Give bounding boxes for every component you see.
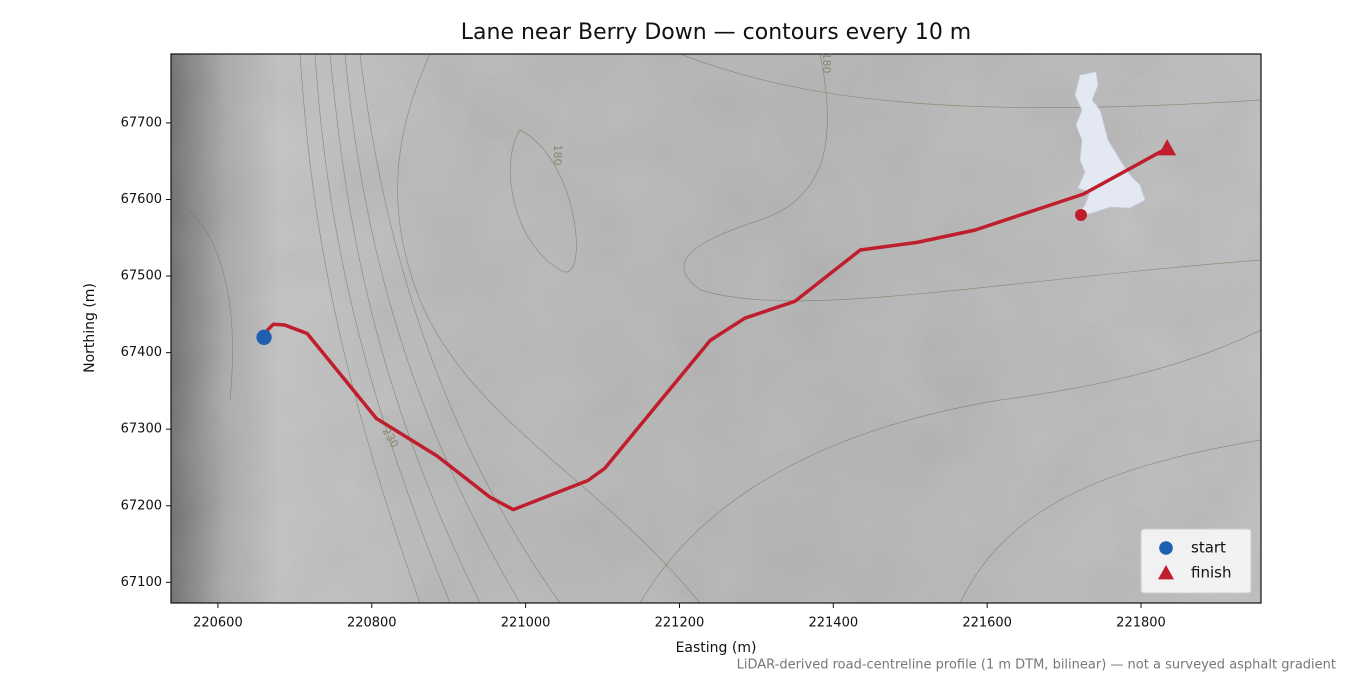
chart-title: Lane near Berry Down — contours every 10…: [461, 20, 971, 45]
y-tick-label: 67100: [121, 575, 162, 590]
y-tick-label: 67700: [121, 115, 162, 130]
legend-symbol: [1159, 541, 1173, 555]
y-tick-label: 67500: [121, 269, 162, 284]
legend-symbol: [1158, 565, 1174, 580]
plot-frame: [170, 53, 1262, 604]
legend-label: finish: [1191, 564, 1231, 582]
x-tick-label: 221600: [962, 616, 1012, 631]
x-tick-label: 220600: [193, 616, 243, 631]
uk-inset: [1073, 71, 1146, 219]
route-line: [265, 146, 1168, 512]
x-tick-label: 221000: [501, 616, 551, 631]
x-tick-label: 221800: [1116, 616, 1166, 631]
x-axis-label: Easting (m): [676, 640, 757, 656]
contour-label: 180: [551, 145, 564, 166]
contour-label: 180: [820, 53, 833, 74]
x-tick-label: 220800: [347, 616, 397, 631]
y-tick-label: 67200: [121, 498, 162, 513]
legend: start finish: [1140, 528, 1252, 594]
y-axis-label: Northing (m): [82, 283, 98, 373]
y-tick-label: 67600: [121, 192, 162, 207]
legend-label: start: [1191, 539, 1226, 557]
footnote: LiDAR-derived road-centreline profile (1…: [737, 658, 1336, 673]
inset-location-dot: [1075, 209, 1087, 221]
finish-marker: [1158, 139, 1177, 156]
y-tick-label: 67400: [121, 345, 162, 360]
x-tick-label: 221200: [655, 616, 705, 631]
y-tick-label: 67300: [121, 422, 162, 437]
hillshade: [171, 54, 1261, 603]
x-tick-label: 221400: [808, 616, 858, 631]
start-marker: [256, 329, 272, 345]
